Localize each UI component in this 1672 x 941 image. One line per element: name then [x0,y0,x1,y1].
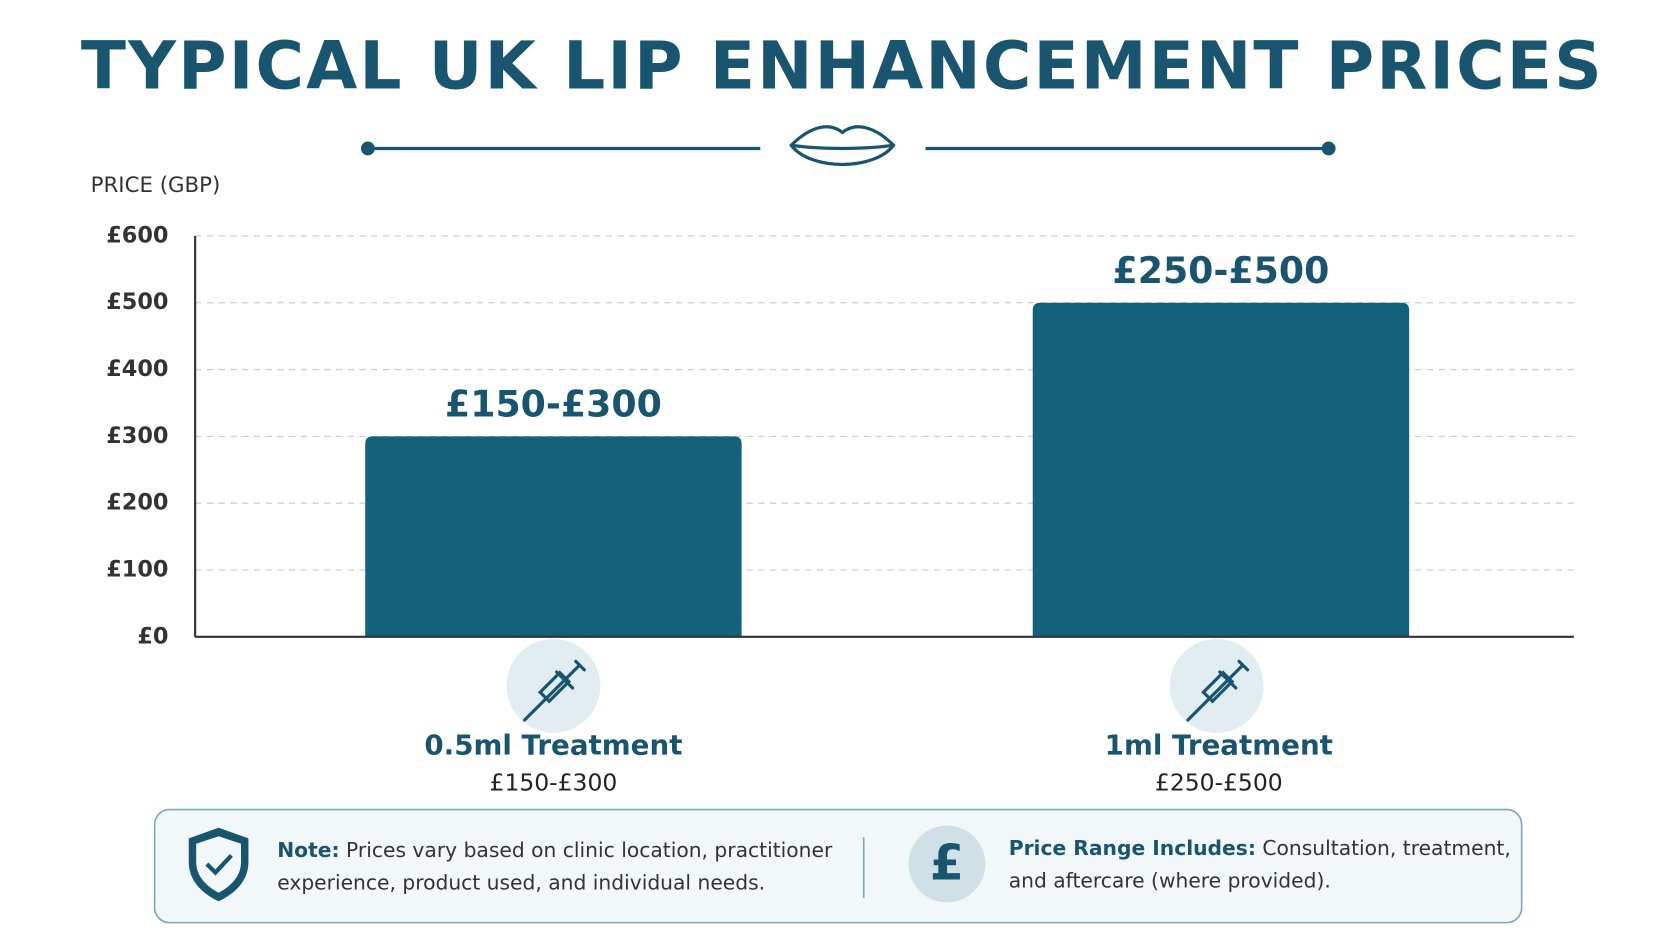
includes-line: Price Range Includes: Consultation, trea… [1009,836,1511,860]
x-tick-label: 1ml Treatment [1105,729,1333,762]
y-tick-label: £500 [106,289,168,315]
category-sublabel: £150-£300 [490,769,618,797]
category-sublabel: £250-£500 [1155,769,1283,797]
value-label: £150-£300 [445,383,662,426]
syringe-icon [506,638,1264,733]
bar [365,436,742,637]
y-tick-label: £600 [106,222,168,248]
title-decoration [360,125,1336,167]
includes-text: Consultation, treatment, [1262,836,1510,860]
includes-text: and aftercare (where provided). [1009,869,1331,893]
y-tick-label: £100 [106,557,168,583]
y-tick-label: £400 [106,356,168,382]
x-tick-label: 0.5ml Treatment [424,729,682,762]
shield-icon [188,827,249,902]
note-text: experience, product used, and individual… [277,871,765,895]
y-tick-label: £200 [106,490,168,516]
chart-title: TYPICAL UK LIP ENHANCEMENT PRICES [81,28,1604,105]
y-tick-label: £0 [137,623,168,649]
note-text: Prices vary based on clinic location, pr… [346,838,833,862]
pound-icon: £ [908,825,986,903]
bar [1032,302,1410,637]
includes-label: Price Range Includes: [1009,836,1256,860]
footer-box [153,808,1523,924]
y-tick-label: £300 [106,423,168,449]
plot-area: £0 £100 £200 £300 £400 £500 £600 £150-£300 0.5ml… [106,222,1574,797]
svg-text:£: £ [930,834,964,892]
value-label: £250-£500 [1113,249,1330,292]
note-label: Note: [277,838,339,862]
note-line: Note: Prices vary based on clinic locati… [277,838,833,862]
y-axis-label: PRICE (GBP) [91,173,221,198]
